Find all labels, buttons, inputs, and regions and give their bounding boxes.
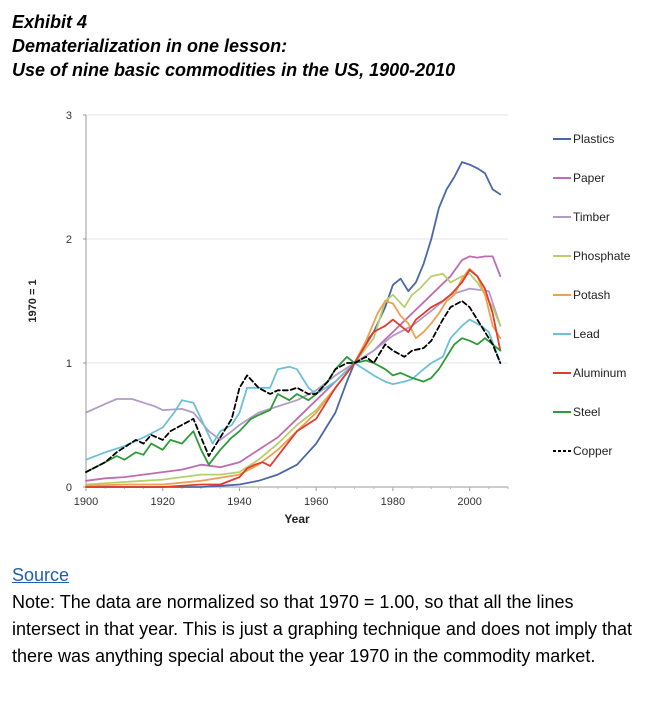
footer: Source Note: The data are normalized so … bbox=[12, 562, 637, 670]
legend-label-phosphate: Phosphate bbox=[573, 249, 631, 263]
x-tick-label: 1980 bbox=[381, 496, 405, 508]
legend-label-plastics: Plastics bbox=[573, 132, 614, 146]
x-tick-label: 1960 bbox=[304, 496, 328, 508]
line-chart: 0 1 2 3 1900 1920 1940 1960 1980 2000 Year 1970 = 1… bbox=[27, 110, 631, 526]
series-line-lead bbox=[85, 318, 502, 461]
note-text: Note: The data are normalized so that 19… bbox=[12, 592, 633, 666]
x-tick-label: 1900 bbox=[74, 496, 98, 508]
legend-label-aluminum: Aluminum bbox=[573, 366, 626, 380]
series-line-steel bbox=[85, 337, 502, 474]
chart-subtitle: Use of nine basic commodities in the US,… bbox=[12, 60, 456, 80]
series-line-paper bbox=[85, 255, 502, 482]
title-block: Exhibit 4 Dematerialization in one lesso… bbox=[12, 10, 455, 82]
series-line-aluminum bbox=[85, 269, 502, 488]
series-line-timber bbox=[85, 287, 502, 441]
series-line-plastics bbox=[85, 161, 502, 488]
y-tick-label: 1 bbox=[66, 358, 72, 370]
x-tick-label: 1940 bbox=[227, 496, 251, 508]
legend-label-copper: Copper bbox=[573, 444, 612, 458]
x-axis-label: Year bbox=[284, 512, 310, 526]
chart-title: Dematerialization in one lesson: bbox=[12, 36, 288, 56]
legend-label-paper: Paper bbox=[573, 171, 605, 185]
x-tick-label: 2000 bbox=[457, 496, 481, 508]
source-link[interactable]: Source bbox=[12, 565, 70, 585]
series-line-copper bbox=[85, 300, 502, 474]
exhibit-label: Exhibit 4 bbox=[12, 12, 88, 32]
y-tick-label: 0 bbox=[66, 482, 72, 494]
legend-label-steel: Steel bbox=[573, 405, 600, 419]
x-tick-label: 1920 bbox=[150, 496, 174, 508]
y-tick-label: 2 bbox=[66, 234, 72, 246]
legend-label-timber: Timber bbox=[573, 210, 610, 224]
legend-label-potash: Potash bbox=[573, 288, 610, 302]
legend-label-lead: Lead bbox=[573, 327, 600, 341]
y-axis-label: 1970 = 1 bbox=[27, 279, 39, 322]
y-tick-label: 3 bbox=[66, 110, 72, 122]
series-line-potash bbox=[85, 267, 502, 487]
